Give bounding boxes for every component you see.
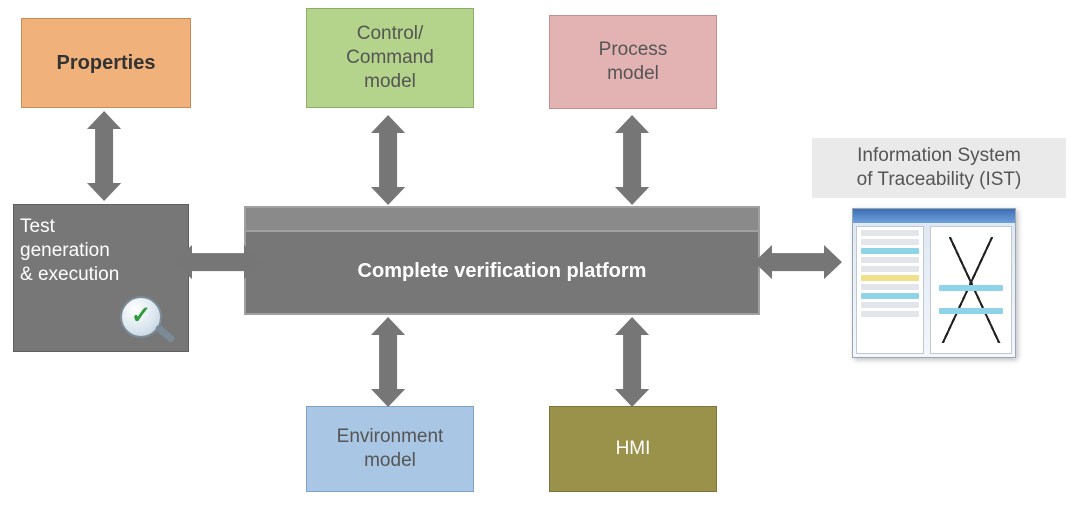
double-arrow-icon (615, 317, 649, 407)
double-arrow-icon (87, 111, 121, 201)
environment-model-box: Environment model (306, 406, 474, 492)
control-command-box: Control/ Command model (306, 8, 474, 108)
test-gen-label-1: Test (20, 215, 182, 239)
test-gen-label-3: & execution (20, 263, 182, 287)
double-arrow-icon (754, 245, 842, 279)
central-platform-header (246, 208, 758, 232)
test-gen-label-2: generation (20, 239, 182, 263)
ist-label-1: Information System (857, 144, 1022, 168)
ist-header-box: Information System of Traceability (IST) (812, 138, 1066, 198)
process-model-label-2: model (599, 62, 668, 86)
ist-label-2: of Traceability (IST) (857, 168, 1022, 192)
control-command-label-2: Command (346, 46, 434, 70)
control-command-label-3: model (346, 70, 434, 94)
properties-box: Properties (21, 18, 191, 108)
magnifier-check-icon: ✓ (120, 296, 162, 338)
process-model-label-1: Process (599, 38, 668, 62)
central-platform-label: Complete verification platform (246, 260, 758, 283)
central-platform-box: Complete verification platform (244, 206, 760, 315)
process-model-box: Process model (549, 15, 717, 109)
hmi-box: HMI (549, 406, 717, 492)
hmi-label: HMI (616, 437, 651, 461)
double-arrow-icon (371, 317, 405, 407)
ist-screenshot-icon (852, 208, 1016, 358)
double-arrow-icon (174, 245, 262, 279)
control-command-label-1: Control/ (346, 22, 434, 46)
double-arrow-icon (371, 115, 405, 205)
environment-label-1: Environment (337, 425, 444, 449)
environment-label-2: model (337, 449, 444, 473)
double-arrow-icon (615, 115, 649, 205)
properties-label: Properties (57, 51, 156, 76)
